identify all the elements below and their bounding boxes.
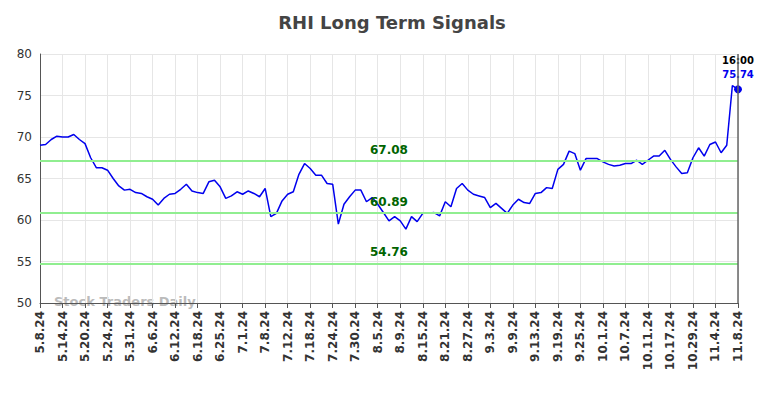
svg-text:5.24.24: 5.24.24 — [101, 311, 115, 362]
svg-text:7.8.24: 7.8.24 — [258, 311, 272, 354]
svg-text:16:00: 16:00 — [722, 54, 754, 66]
svg-text:5.31.24: 5.31.24 — [123, 311, 137, 362]
svg-text:8.27.24: 8.27.24 — [461, 311, 475, 362]
svg-text:9.13.24: 9.13.24 — [528, 311, 542, 362]
svg-text:8.15.24: 8.15.24 — [416, 311, 430, 362]
svg-text:8.5.24: 8.5.24 — [371, 311, 385, 354]
svg-text:9.3.24: 9.3.24 — [483, 311, 497, 354]
svg-text:67.08: 67.08 — [370, 143, 408, 157]
svg-text:Stock Traders Daily: Stock Traders Daily — [54, 294, 196, 309]
svg-text:8.21.24: 8.21.24 — [438, 311, 452, 362]
svg-text:7.1.24: 7.1.24 — [236, 311, 250, 354]
svg-text:5.14.24: 5.14.24 — [56, 311, 70, 362]
svg-text:10.7.24: 10.7.24 — [618, 311, 632, 362]
svg-text:10.29.24: 10.29.24 — [686, 311, 700, 370]
svg-text:9.9.24: 9.9.24 — [506, 311, 520, 354]
svg-text:10.17.24: 10.17.24 — [663, 311, 677, 370]
svg-text:11.8.24: 11.8.24 — [731, 311, 745, 362]
svg-text:50: 50 — [17, 296, 32, 310]
svg-text:70: 70 — [17, 130, 32, 144]
svg-text:60: 60 — [17, 213, 32, 227]
svg-text:11.4.24: 11.4.24 — [708, 311, 722, 362]
svg-text:55: 55 — [17, 255, 32, 269]
svg-text:54.76: 54.76 — [370, 245, 408, 259]
svg-text:75.74: 75.74 — [722, 68, 754, 80]
svg-text:5.8.24: 5.8.24 — [33, 311, 47, 354]
svg-text:10.1.24: 10.1.24 — [596, 311, 610, 362]
svg-text:8.9.24: 8.9.24 — [393, 311, 407, 354]
svg-text:7.18.24: 7.18.24 — [303, 311, 317, 362]
svg-text:9.19.24: 9.19.24 — [551, 311, 565, 362]
svg-text:80: 80 — [17, 47, 32, 61]
svg-text:7.24.24: 7.24.24 — [326, 311, 340, 362]
svg-text:10.11.24: 10.11.24 — [641, 311, 655, 370]
svg-text:6.6.24: 6.6.24 — [146, 311, 160, 354]
svg-text:7.30.24: 7.30.24 — [348, 311, 362, 362]
svg-text:7.12.24: 7.12.24 — [281, 311, 295, 362]
svg-text:60.89: 60.89 — [370, 195, 408, 209]
svg-text:6.25.24: 6.25.24 — [213, 311, 227, 362]
svg-text:6.18.24: 6.18.24 — [191, 311, 205, 362]
svg-text:RHI Long Term Signals: RHI Long Term Signals — [278, 12, 506, 33]
svg-text:6.12.24: 6.12.24 — [168, 311, 182, 362]
svg-text:65: 65 — [17, 172, 32, 186]
svg-text:75: 75 — [17, 89, 32, 103]
svg-text:9.25.24: 9.25.24 — [573, 311, 587, 362]
svg-text:5.20.24: 5.20.24 — [78, 311, 92, 362]
